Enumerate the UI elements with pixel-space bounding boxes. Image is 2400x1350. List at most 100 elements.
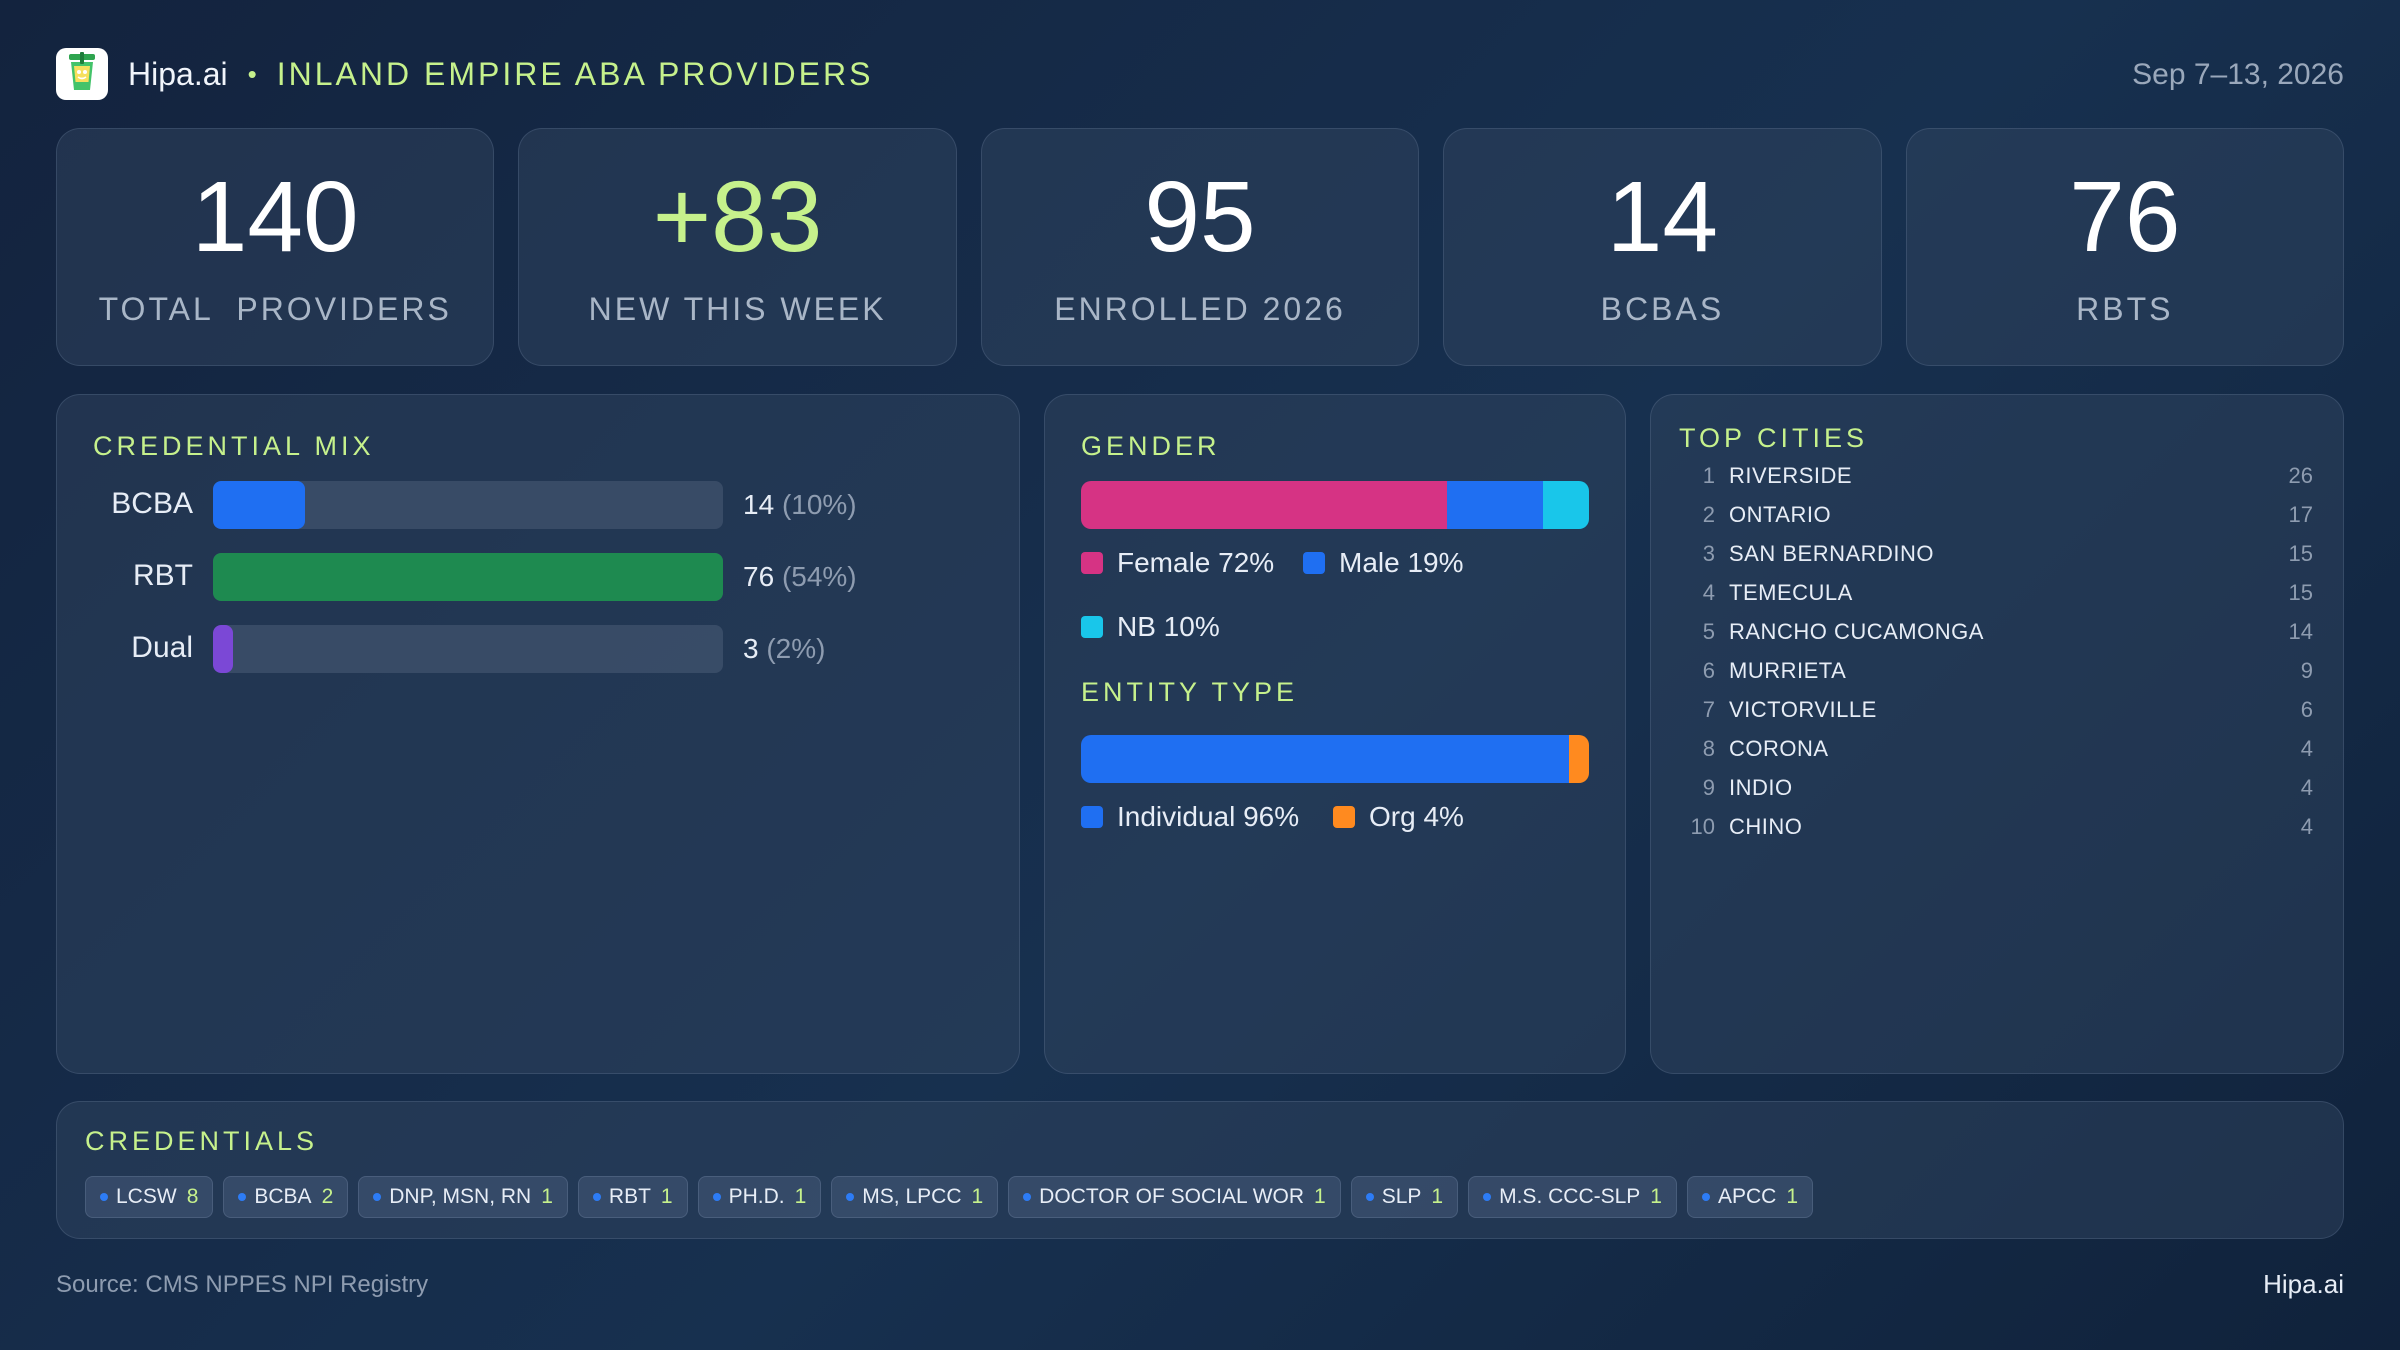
- bullet-dot-icon: [1023, 1193, 1032, 1201]
- chip-label: APCC: [1717, 1185, 1777, 1208]
- header-separator: •: [247, 58, 257, 89]
- stacked-bar-segment: [1081, 481, 1447, 529]
- city-count: 17: [2288, 502, 2313, 527]
- credential-mix-panel: CREDENTIAL MIX BCBA 14 (10%) RBT 76 (54%…: [56, 394, 1020, 1074]
- page-title: INLAND EMPIRE ABA PROVIDERS: [276, 55, 874, 92]
- city-count: 15: [2288, 541, 2313, 566]
- city-rank: 10: [1690, 814, 1715, 839]
- credential-mix-row: RBT 76 (54%): [57, 553, 1019, 601]
- stat-value: +83: [652, 161, 823, 273]
- city-rank: 2: [1702, 502, 1715, 527]
- legend-item-female: Female 72%: [1081, 547, 1274, 579]
- credential-mix-track: [213, 553, 723, 601]
- credential-mix-value: 14 (10%): [743, 489, 857, 521]
- gender-stacked-bar: [1081, 481, 1589, 529]
- chip-label: RBT: [608, 1185, 651, 1208]
- credential-mix-count: 3: [743, 633, 759, 664]
- city-name: RANCHO CUCAMONGA: [1729, 619, 1984, 644]
- legend-swatch: [1333, 806, 1355, 828]
- credential-chip: MS, LPCC 1: [831, 1176, 999, 1218]
- gender-entity-panel: GENDER Female 72% Male 19% NB 10% ENTITY…: [1044, 394, 1626, 1074]
- legend-item-individual: Individual 96%: [1081, 801, 1299, 833]
- bullet-dot-icon: [373, 1193, 382, 1201]
- city-rank: 9: [1702, 775, 1715, 800]
- stat-label: ENROLLED 2026: [1054, 291, 1346, 327]
- credential-mix-percent: (10%): [781, 489, 857, 520]
- legend-swatch: [1303, 552, 1325, 574]
- legend-item-male: Male 19%: [1303, 547, 1464, 579]
- stat-card-total-providers: 140 TOTAL PROVIDERS: [56, 128, 495, 366]
- chip-count: 1: [1650, 1185, 1662, 1208]
- city-count: 4: [2300, 814, 2313, 839]
- legend-label: Female 72%: [1117, 547, 1275, 578]
- stacked-bar-segment: [1446, 481, 1544, 529]
- bullet-dot-icon: [238, 1193, 247, 1201]
- city-name: INDIO: [1729, 775, 1793, 800]
- chip-count: 1: [1314, 1185, 1326, 1208]
- city-name: CHINO: [1729, 814, 1803, 839]
- city-name: RIVERSIDE: [1729, 463, 1853, 488]
- footer-brand: Hipa.ai: [2263, 1269, 2344, 1299]
- city-row: 4 TEMECULA 15: [1681, 580, 2313, 610]
- bullet-dot-icon: [592, 1193, 601, 1201]
- chip-label: MS, LPCC: [862, 1185, 962, 1208]
- city-rank: 6: [1702, 658, 1715, 683]
- chip-count: 1: [1431, 1185, 1444, 1208]
- legend-item-org: Org 4%: [1333, 801, 1464, 833]
- credential-chip: PH.D. 1: [697, 1176, 822, 1218]
- credential-mix-fill: [213, 625, 234, 673]
- stat-label: TOTAL PROVIDERS: [98, 291, 452, 327]
- credential-chip: BCBA 2: [223, 1176, 349, 1218]
- legend-label: NB 10%: [1117, 611, 1220, 642]
- legend-swatch: [1081, 806, 1103, 828]
- credential-chip: M.S. CCC-SLP 1: [1468, 1176, 1677, 1218]
- city-row: 1 RIVERSIDE 26: [1681, 463, 2313, 493]
- city-count: 9: [2300, 658, 2313, 683]
- city-count: 6: [2300, 697, 2313, 722]
- stacked-bar-segment: [1543, 481, 1589, 529]
- stacked-bar-segment: [1081, 735, 1569, 783]
- city-row: 3 SAN BERNARDINO 15: [1681, 541, 2313, 571]
- credential-mix-label: Dual: [131, 631, 193, 664]
- stat-label: BCBAS: [1600, 291, 1725, 327]
- chip-count: 8: [186, 1185, 199, 1208]
- city-row: 7 VICTORVILLE 6: [1681, 697, 2313, 727]
- credentials-panel: CREDENTIALS LCSW 8 BCBA 2 DNP, MSN, RN 1 RBT 1 P…: [56, 1101, 2344, 1239]
- chip-label: SLP: [1381, 1185, 1422, 1208]
- credential-chip: DOCTOR OF SOCIAL WOR 1: [1008, 1176, 1341, 1218]
- chip-count: 2: [321, 1185, 334, 1208]
- panel-title: TOP CITIES: [1679, 423, 1869, 453]
- top-cities-panel: TOP CITIES 1 RIVERSIDE 26 2 ONTARIO 17 3 SAN BE…: [1650, 394, 2344, 1074]
- city-row: 5 RANCHO CUCAMONGA 14: [1681, 619, 2313, 649]
- stat-card-bcbas: 14 BCBAS: [1443, 128, 1882, 366]
- city-row: 8 CORONA 4: [1681, 736, 2313, 766]
- panel-title: ENTITY TYPE: [1081, 677, 1299, 707]
- credential-mix-value: 3 (2%): [743, 633, 825, 665]
- chip-count: 1: [541, 1185, 553, 1208]
- legend-item-nb: NB 10%: [1081, 611, 1220, 643]
- credential-mix-label: RBT: [133, 559, 193, 592]
- credential-chip: RBT 1: [577, 1176, 688, 1218]
- credential-mix-row: BCBA 14 (10%): [57, 481, 1019, 529]
- city-rank: 1: [1702, 463, 1715, 488]
- city-count: 4: [2300, 775, 2313, 800]
- stat-card-new-this-week: +83 NEW THIS WEEK: [518, 128, 957, 366]
- chip-label: DOCTOR OF SOCIAL WOR: [1039, 1185, 1305, 1208]
- city-rank: 5: [1702, 619, 1715, 644]
- bullet-dot-icon: [1365, 1193, 1374, 1201]
- stat-card-enrolled-2026: 95 ENROLLED 2026: [980, 128, 1420, 366]
- city-count: 15: [2288, 580, 2313, 605]
- chip-label: DNP, MSN, RN: [389, 1185, 532, 1208]
- city-name: TEMECULA: [1729, 580, 1853, 605]
- stat-value: 140: [191, 161, 359, 273]
- credential-mix-track: [213, 481, 723, 529]
- city-row: 9 INDIO 4: [1681, 775, 2313, 805]
- chip-count: 1: [794, 1185, 807, 1208]
- chip-count: 1: [660, 1185, 673, 1208]
- source-note: Source: CMS NPPES NPI Registry: [56, 1271, 429, 1298]
- credential-mix-fill: [213, 553, 723, 601]
- credential-mix-count: 14: [743, 489, 775, 520]
- city-row: 6 MURRIETA 9: [1681, 658, 2313, 688]
- chip-label: PH.D.: [728, 1185, 785, 1208]
- credential-mix-label: BCBA: [111, 487, 193, 520]
